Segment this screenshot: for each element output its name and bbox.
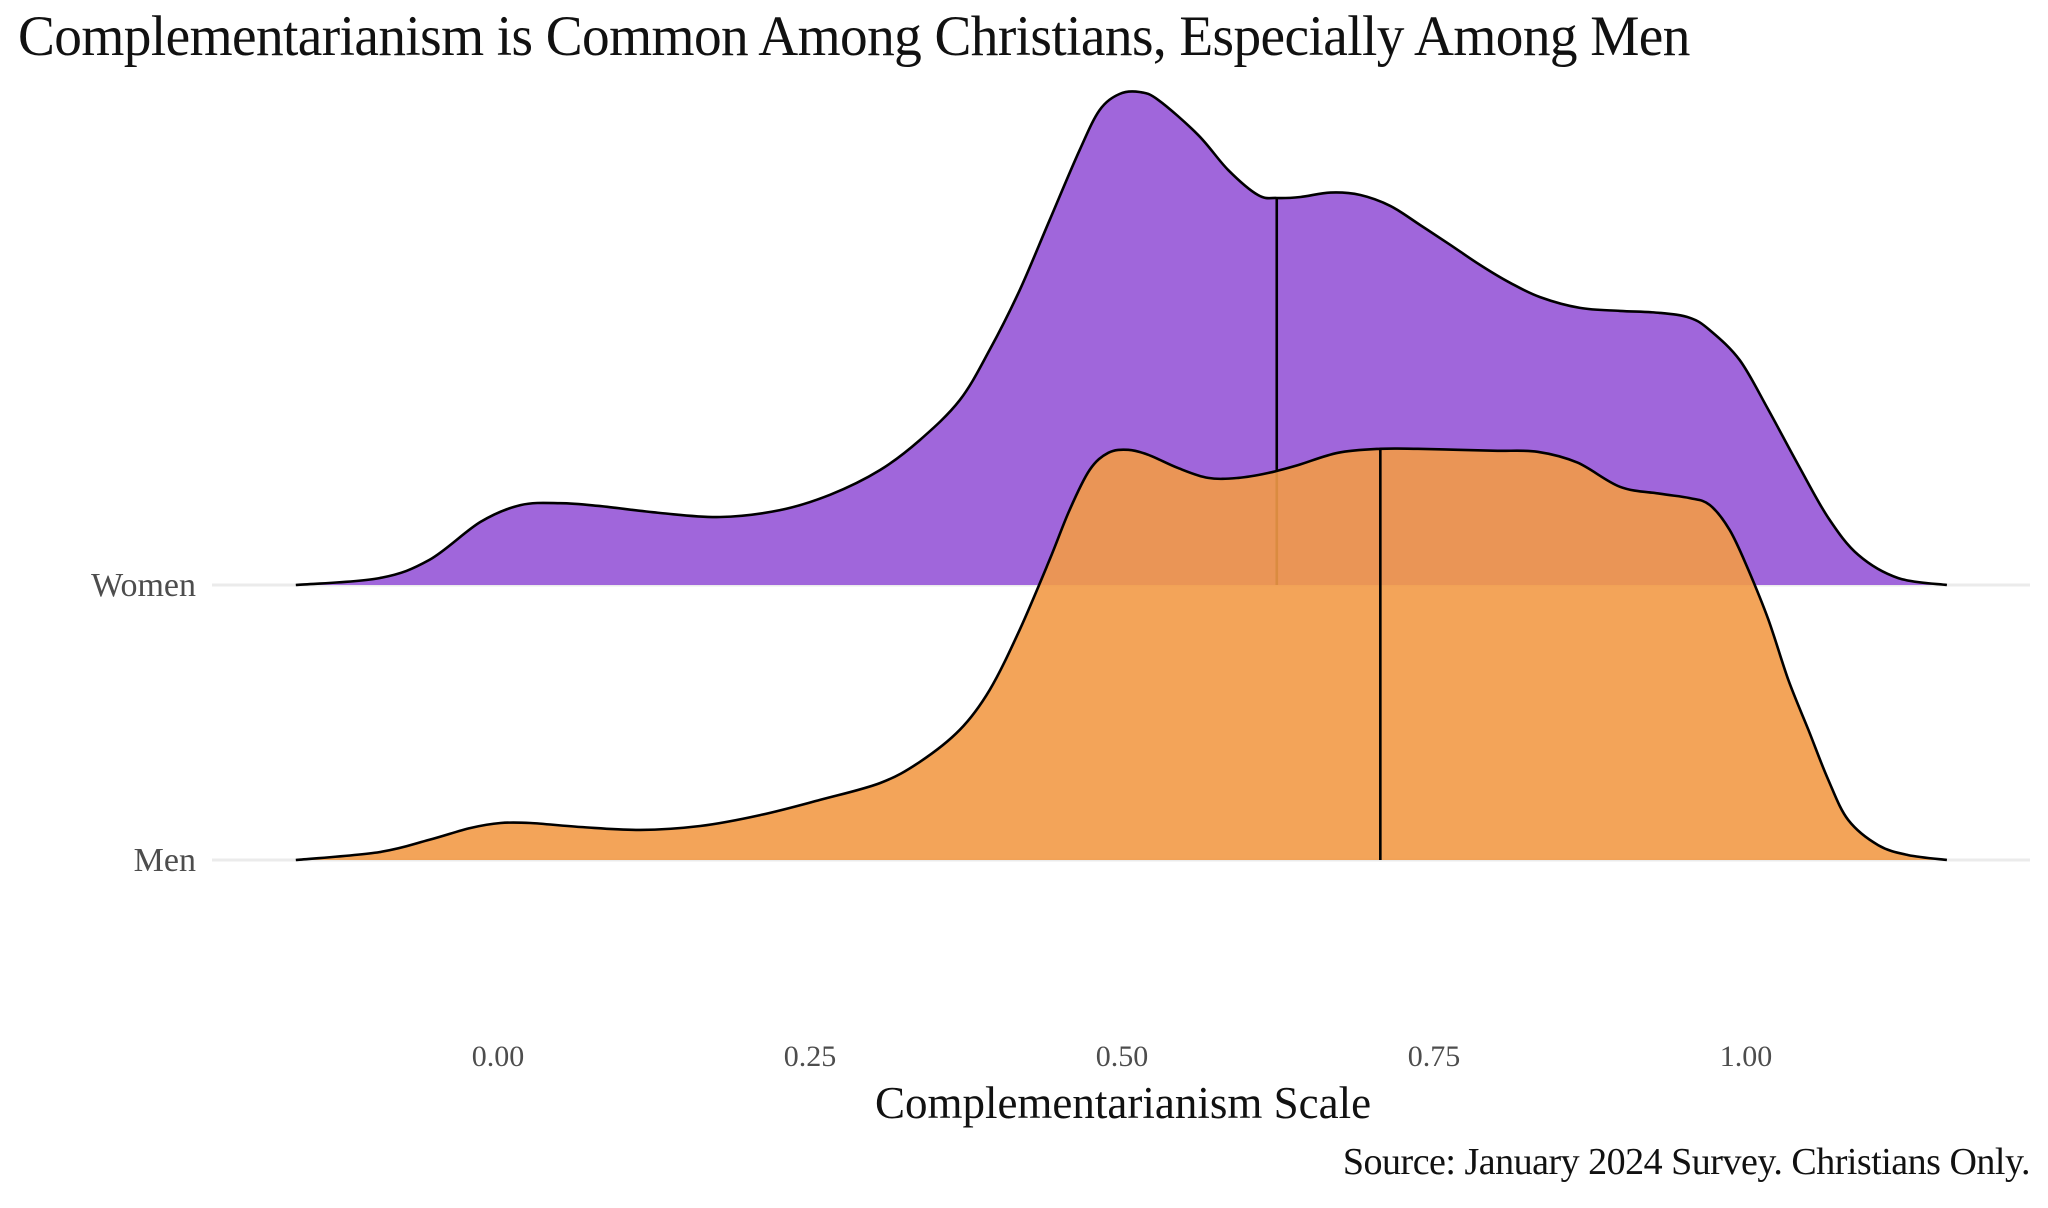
x-tick-label: 0.75 (1408, 1040, 1461, 1073)
y-label-women: Women (91, 567, 196, 604)
chart-title: Complementarianism is Common Among Chris… (18, 5, 1690, 68)
x-tick-label: 0.00 (472, 1040, 525, 1073)
x-axis-tick-labels: 0.00 0.25 0.50 0.75 1.00 (472, 1040, 1773, 1073)
x-tick-label: 0.25 (784, 1040, 837, 1073)
ridge-outline-women (295, 90, 1948, 587)
x-tick-label: 0.50 (1096, 1040, 1149, 1073)
ridges (295, 90, 1948, 862)
source-caption: Source: January 2024 Survey. Christians … (1342, 1141, 2031, 1183)
x-tick-label: 1.00 (1720, 1040, 1773, 1073)
y-axis-labels: Women Men (91, 567, 196, 879)
x-axis-title: Complementarianism Scale (874, 1078, 1372, 1128)
ridge-outline-men (295, 447, 1948, 862)
y-label-men: Men (134, 842, 196, 879)
ridge-area-men (295, 448, 1947, 860)
